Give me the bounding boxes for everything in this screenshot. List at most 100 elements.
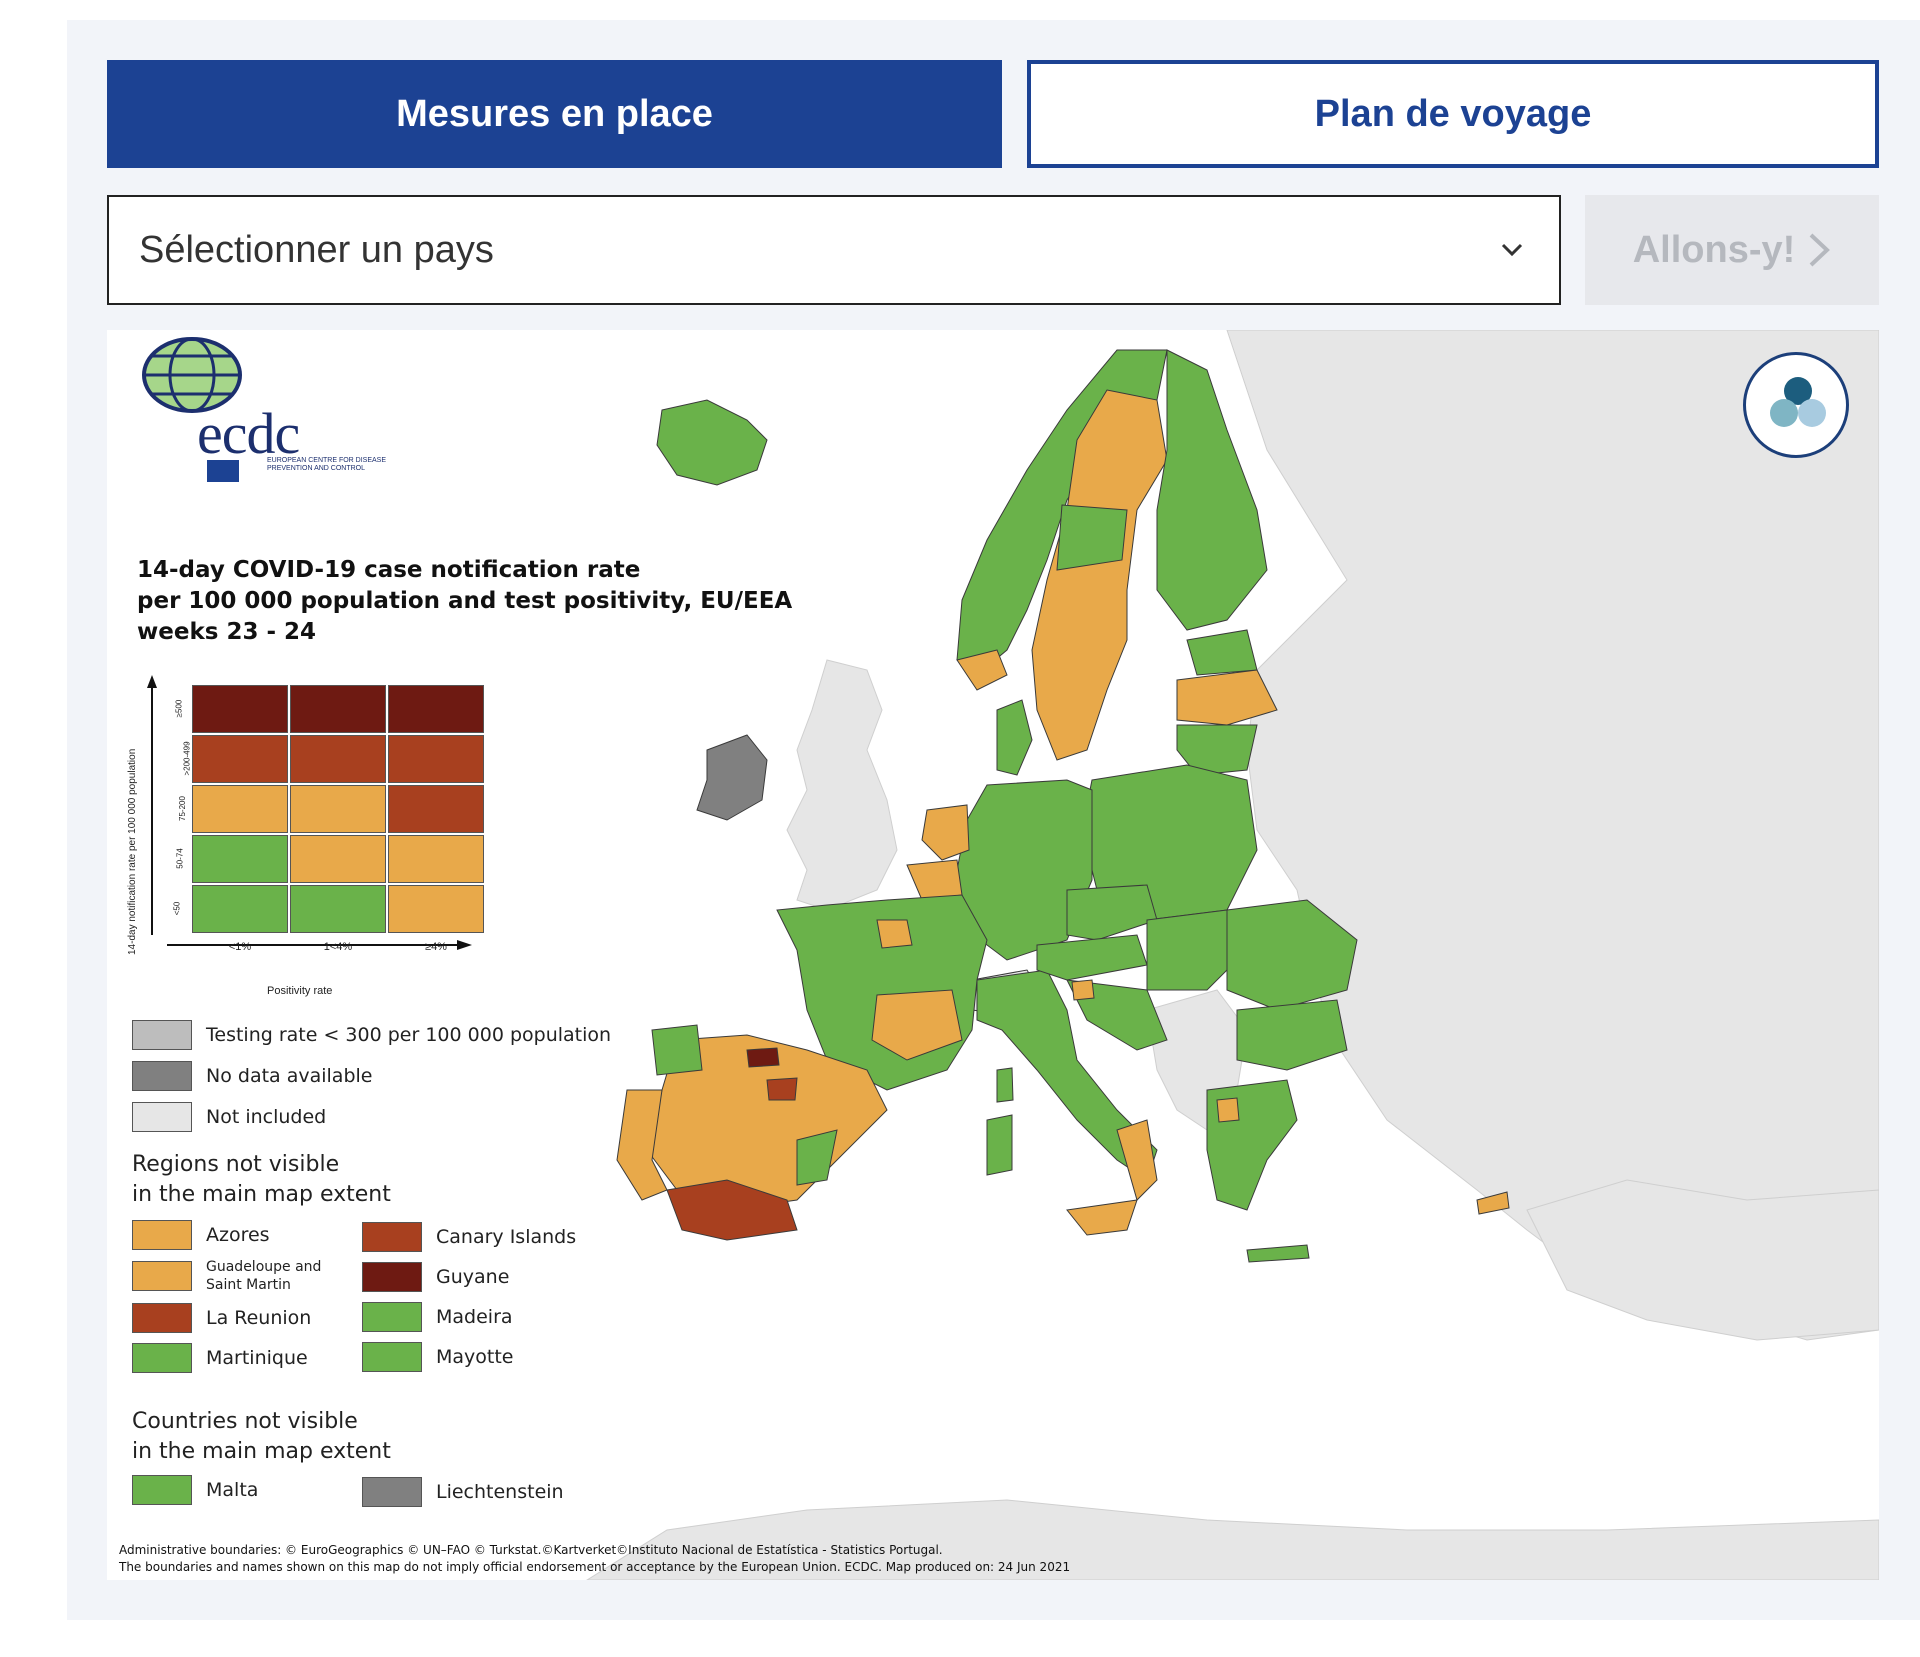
globe-icon	[142, 337, 242, 413]
legend-madeira: Madeira	[362, 1302, 513, 1332]
portugal	[616, 1089, 668, 1201]
russia-east	[1226, 330, 1879, 1341]
map-title-line-3: weeks 23 - 24	[137, 619, 317, 645]
italy-south-orange	[1116, 1119, 1158, 1201]
ecdc-logo: ecdc EUROPEAN CENTRE FOR DISEASE PREVENT…	[137, 330, 386, 490]
iceland	[656, 399, 768, 486]
andalusia	[666, 1179, 798, 1241]
tab-measures-in-place[interactable]: Mesures en place	[107, 60, 1002, 168]
sweden-north-green	[1056, 504, 1128, 571]
tab-travel-plan[interactable]: Plan de voyage	[1027, 60, 1879, 168]
legend-liechtenstein: Liechtenstein	[362, 1477, 564, 1507]
countries-heading-line-1: Countries not visible	[132, 1409, 358, 1434]
legend-label: Guyane	[436, 1266, 510, 1288]
sardinia	[986, 1114, 1013, 1176]
legend-swatch	[132, 1020, 192, 1050]
matrix-cell	[388, 685, 484, 733]
chevron-down-icon	[1501, 243, 1523, 257]
chevron-right-icon	[1809, 233, 1831, 267]
matrix-cell	[388, 735, 484, 783]
matrix-cell	[388, 785, 484, 833]
matrix-cell	[192, 835, 288, 883]
matrix-cell	[192, 735, 288, 783]
map-title: 14-day COVID-19 case notification rate p…	[137, 555, 837, 648]
matrix-row-label: ≥500	[174, 699, 184, 718]
austria	[1036, 934, 1148, 981]
matrix-row-label: >200-499	[182, 741, 192, 776]
norway-south-orange	[956, 649, 1008, 691]
matrix-cell	[192, 885, 288, 933]
legend-swatch	[132, 1102, 192, 1132]
ireland	[696, 734, 768, 821]
legend-swatch	[362, 1302, 422, 1332]
regions-heading-line-2: in the main map extent	[132, 1182, 391, 1207]
ecdc-wordmark: ecdc	[197, 401, 300, 466]
france-orange-1	[876, 919, 913, 949]
matrix-col-label: ≥4%	[425, 941, 447, 953]
countries-heading-line-2: in the main map extent	[132, 1439, 391, 1464]
netherlands	[921, 804, 970, 861]
romania	[1226, 899, 1358, 1011]
legend-swatch	[132, 1343, 192, 1373]
spain-valencia-green	[796, 1129, 838, 1186]
eu-flag-icon	[207, 460, 239, 482]
legend-la-reunion: La Reunion	[132, 1303, 311, 1333]
map-title-line-2: per 100 000 population and test positivi…	[137, 588, 793, 614]
map-title-line-1: 14-day COVID-19 case notification rate	[137, 557, 641, 583]
matrix-col-label: <1%	[228, 941, 252, 953]
legend-label: Martinique	[206, 1347, 308, 1369]
legend-label: Liechtenstein	[436, 1481, 564, 1503]
matrix-cell	[388, 885, 484, 933]
legend-swatch	[132, 1261, 192, 1291]
legend-label: Azores	[206, 1224, 270, 1246]
legend-label: Malta	[206, 1479, 259, 1501]
legend-malta: Malta	[132, 1475, 258, 1505]
legend-no-data: No data available	[132, 1061, 372, 1091]
credits-line-2: The boundaries and names shown on this m…	[119, 1560, 1071, 1574]
go-button-label: Allons-y!	[1632, 228, 1796, 271]
cyprus	[1476, 1191, 1510, 1215]
credits-line-1: Administrative boundaries: © EuroGeograp…	[119, 1543, 943, 1557]
legend-guadeloupe: Guadeloupe and Saint Martin	[132, 1258, 352, 1294]
matrix-row-label: 75-200	[177, 796, 187, 821]
legend-label: No data available	[206, 1065, 373, 1087]
matrix-cell	[290, 835, 386, 883]
matrix-row-label: 50-74	[175, 848, 185, 869]
matrix-cell	[290, 785, 386, 833]
corsica	[996, 1067, 1014, 1103]
legend-swatch	[362, 1477, 422, 1507]
legend-not-included: Not included	[132, 1102, 326, 1132]
legend-label: Guadeloupe and Saint Martin	[206, 1259, 322, 1293]
legend-swatch	[362, 1262, 422, 1292]
legend-guyane: Guyane	[362, 1262, 509, 1292]
circles-widget-button[interactable]	[1743, 352, 1849, 458]
lithuania	[1176, 724, 1258, 776]
legend-label: Not included	[206, 1106, 327, 1128]
matrix-cell	[290, 685, 386, 733]
legend-azores: Azores	[132, 1220, 270, 1250]
regions-heading: Regions not visible in the main map exte…	[132, 1150, 391, 1210]
north-africa	[586, 1499, 1879, 1580]
legend-canary-islands: Canary Islands	[362, 1222, 576, 1252]
greece-orange	[1216, 1097, 1240, 1123]
matrix-cell	[192, 785, 288, 833]
legend-testing-rate: Testing rate < 300 per 100 000 populatio…	[132, 1020, 611, 1050]
legend-label: Testing rate < 300 per 100 000 populatio…	[206, 1024, 612, 1046]
turkey	[1526, 1179, 1879, 1341]
country-select-value: Sélectionner un pays	[139, 228, 494, 271]
legend-label: Mayotte	[436, 1346, 514, 1368]
regions-heading-line-1: Regions not visible	[132, 1152, 340, 1177]
latvia	[1176, 669, 1278, 726]
denmark	[996, 699, 1033, 776]
slovenia-orange	[1071, 979, 1095, 1001]
ecdc-subtitle: EUROPEAN CENTRE FOR DISEASE PREVENTION A…	[267, 457, 387, 472]
legend-label: Canary Islands	[436, 1226, 577, 1248]
countries-heading: Countries not visible in the main map ex…	[132, 1407, 391, 1467]
matrix-x-axis-label: Positivity rate	[267, 985, 333, 997]
country-select[interactable]: Sélectionner un pays	[107, 195, 1561, 305]
go-button[interactable]: Allons-y!	[1585, 195, 1879, 305]
covid-map: ecdc EUROPEAN CENTRE FOR DISEASE PREVENT…	[107, 330, 1879, 1580]
spain-green-north	[651, 1024, 703, 1076]
three-circles-icon	[1770, 377, 1826, 427]
legend-label: Madeira	[436, 1306, 513, 1328]
